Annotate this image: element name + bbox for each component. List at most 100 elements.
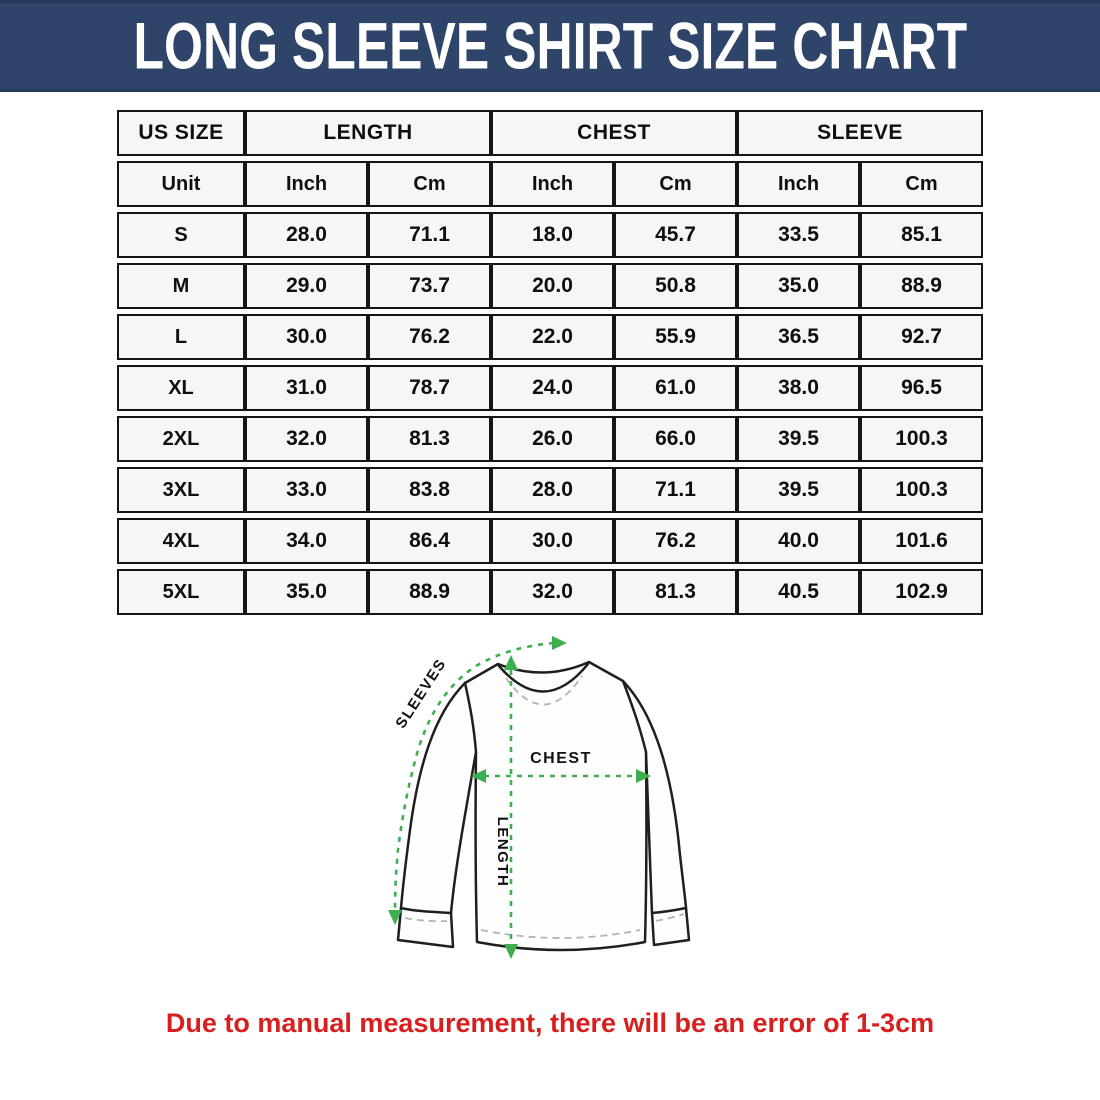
value-cell: 81.3 [368, 416, 492, 462]
sleeve-inch-label: Inch [737, 161, 861, 207]
value-cell: 28.0 [491, 467, 615, 513]
right-cuff-stitch [655, 913, 685, 922]
value-cell: 33.5 [737, 212, 861, 258]
value-cell: 45.7 [614, 212, 738, 258]
value-cell: 32.0 [245, 416, 368, 462]
chest-arrow-head-left [471, 769, 486, 783]
left-armpit-seam [463, 681, 478, 754]
value-cell: 26.0 [491, 416, 615, 462]
shirt-outline [396, 660, 691, 952]
table-row: M 29.0 73.7 20.0 50.8 35.0 88.9 [117, 263, 984, 309]
size-cell: 3XL [117, 467, 245, 513]
value-cell: 34.0 [245, 518, 368, 564]
sleeves-arrow-head-bottom [388, 910, 402, 925]
value-cell: 40.0 [737, 518, 861, 564]
value-cell: 39.5 [737, 467, 861, 513]
value-cell: 102.9 [860, 569, 984, 615]
header-chest: CHEST [491, 110, 738, 156]
value-cell: 100.3 [860, 416, 984, 462]
measurement-note: Due to manual measurement, there will be… [165, 1008, 935, 1038]
value-cell: 83.8 [368, 467, 492, 513]
shirt-diagram: SLEEVES CHEST LENGTH [0, 620, 1100, 996]
length-inch-label: Inch [245, 161, 368, 207]
value-cell: 20.0 [491, 263, 615, 309]
sleeve-cm-label: Cm [860, 161, 984, 207]
value-cell: 86.4 [368, 518, 492, 564]
size-table: US SIZE LENGTH CHEST SLEEVE Unit Inch Cm… [117, 105, 984, 620]
hem-stitch [480, 929, 641, 939]
left-cuff-stitch [404, 917, 448, 923]
header-us-size: US SIZE [117, 110, 245, 156]
value-cell: 71.1 [614, 467, 738, 513]
value-cell: 22.0 [491, 314, 615, 360]
value-cell: 76.2 [368, 314, 492, 360]
collar-band [497, 662, 590, 693]
table-row: 2XL 32.0 81.3 26.0 66.0 39.5 100.3 [117, 416, 984, 462]
size-cell: S [117, 212, 245, 258]
chest-arrow-head-right [636, 769, 651, 783]
value-cell: 100.3 [860, 467, 984, 513]
size-cell: XL [117, 365, 245, 411]
unit-header-row: Unit Inch Cm Inch Cm Inch Cm [117, 161, 984, 207]
value-cell: 92.7 [860, 314, 984, 360]
sleeves-arrow-head-top [552, 636, 567, 650]
value-cell: 35.0 [737, 263, 861, 309]
left-cuff-seam [399, 906, 453, 915]
shirt-diagram-svg: SLEEVES CHEST LENGTH [388, 636, 691, 959]
size-cell: L [117, 314, 245, 360]
value-cell: 61.0 [614, 365, 738, 411]
table-row: S 28.0 71.1 18.0 45.7 33.5 85.1 [117, 212, 984, 258]
chest-inch-label: Inch [491, 161, 615, 207]
value-cell: 96.5 [860, 365, 984, 411]
header-length: LENGTH [245, 110, 492, 156]
value-cell: 40.5 [737, 569, 861, 615]
value-cell: 55.9 [614, 314, 738, 360]
value-cell: 32.0 [491, 569, 615, 615]
table-row: XL 31.0 78.7 24.0 61.0 38.0 96.5 [117, 365, 984, 411]
value-cell: 30.0 [245, 314, 368, 360]
value-cell: 85.1 [860, 212, 984, 258]
chest-label: CHEST [530, 750, 592, 767]
right-armpit-seam [621, 679, 648, 754]
value-cell: 81.3 [614, 569, 738, 615]
length-cm-label: Cm [368, 161, 492, 207]
chest-cm-label: Cm [614, 161, 738, 207]
value-cell: 66.0 [614, 416, 738, 462]
value-cell: 88.9 [368, 569, 492, 615]
size-table-body: S 28.0 71.1 18.0 45.7 33.5 85.1 M 29.0 7… [117, 212, 984, 615]
size-cell: 2XL [117, 416, 245, 462]
value-cell: 29.0 [245, 263, 368, 309]
size-cell: 5XL [117, 569, 245, 615]
header-sleeve: SLEEVE [737, 110, 984, 156]
value-cell: 88.9 [860, 263, 984, 309]
table-row: L 30.0 76.2 22.0 55.9 36.5 92.7 [117, 314, 984, 360]
table-row: 4XL 34.0 86.4 30.0 76.2 40.0 101.6 [117, 518, 984, 564]
value-cell: 31.0 [245, 365, 368, 411]
value-cell: 76.2 [614, 518, 738, 564]
table-row: 5XL 35.0 88.9 32.0 81.3 40.5 102.9 [117, 569, 984, 615]
value-cell: 101.6 [860, 518, 984, 564]
value-cell: 28.0 [245, 212, 368, 258]
value-cell: 35.0 [245, 569, 368, 615]
value-cell: 36.5 [737, 314, 861, 360]
sleeves-arrow [393, 641, 555, 911]
length-arrow-head-top [504, 655, 518, 670]
value-cell: 24.0 [491, 365, 615, 411]
size-table-container: US SIZE LENGTH CHEST SLEEVE Unit Inch Cm… [117, 105, 984, 620]
collar-stitch [505, 675, 583, 706]
length-label: LENGTH [494, 817, 511, 888]
page-title: LONG SLEEVE SHIRT SIZE CHART [133, 9, 967, 83]
value-cell: 78.7 [368, 365, 492, 411]
value-cell: 71.1 [368, 212, 492, 258]
length-arrow-head-bottom [504, 944, 518, 959]
group-header-row: US SIZE LENGTH CHEST SLEEVE [117, 110, 984, 156]
header-bar: LONG SLEEVE SHIRT SIZE CHART [0, 0, 1100, 92]
table-row: 3XL 33.0 83.8 28.0 71.1 39.5 100.3 [117, 467, 984, 513]
value-cell: 50.8 [614, 263, 738, 309]
unit-label: Unit [117, 161, 245, 207]
value-cell: 18.0 [491, 212, 615, 258]
value-cell: 39.5 [737, 416, 861, 462]
right-cuff-seam [650, 906, 688, 915]
size-cell: 4XL [117, 518, 245, 564]
value-cell: 73.7 [368, 263, 492, 309]
